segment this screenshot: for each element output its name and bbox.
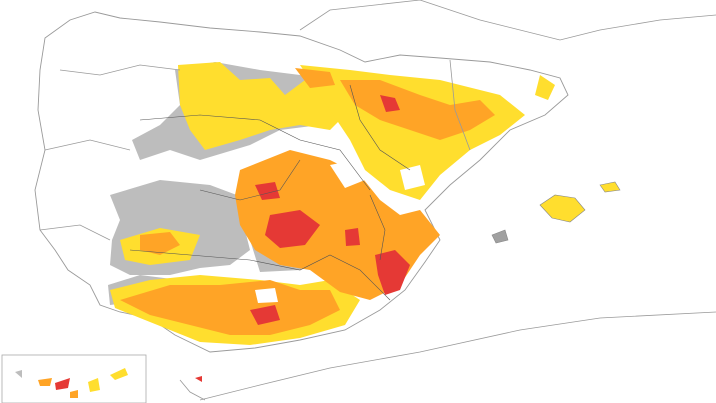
red-area <box>380 95 400 112</box>
red-area <box>345 228 360 246</box>
region-border <box>199 159 301 201</box>
canary-island <box>15 370 22 378</box>
province-line <box>44 139 131 151</box>
region-borders <box>129 84 411 301</box>
province-line <box>449 59 471 151</box>
region-border <box>369 194 386 261</box>
africa-coast <box>199 311 716 401</box>
ceuta <box>195 376 202 382</box>
red-area <box>375 250 410 295</box>
province-line <box>39 224 111 241</box>
canary-inset <box>1 354 147 403</box>
canary-island <box>110 368 128 380</box>
region-border <box>129 249 391 301</box>
canary-island <box>55 378 70 390</box>
red-areas <box>250 95 410 325</box>
province-lines <box>39 59 471 241</box>
ibiza <box>491 229 509 244</box>
province-line <box>59 64 181 76</box>
yellow-area <box>535 75 555 100</box>
white-patches <box>255 160 425 303</box>
yellow-area <box>178 62 345 150</box>
orange-area <box>340 80 495 140</box>
white-patch <box>255 288 278 303</box>
region-border <box>349 84 411 171</box>
menorca <box>599 181 621 193</box>
red-area <box>255 182 280 200</box>
canary-island <box>88 378 100 392</box>
france-border <box>299 0 716 41</box>
orange-area <box>140 232 180 255</box>
region-border <box>139 114 371 191</box>
canary-island <box>38 378 52 386</box>
orange-area <box>120 280 340 335</box>
orange-area <box>295 68 335 88</box>
white-patch <box>400 165 425 190</box>
canary-island <box>70 390 78 398</box>
africa-coast <box>179 379 206 401</box>
red-area <box>250 305 280 325</box>
red-area <box>265 210 320 248</box>
white-patch <box>330 160 365 188</box>
mallorca <box>539 194 586 223</box>
